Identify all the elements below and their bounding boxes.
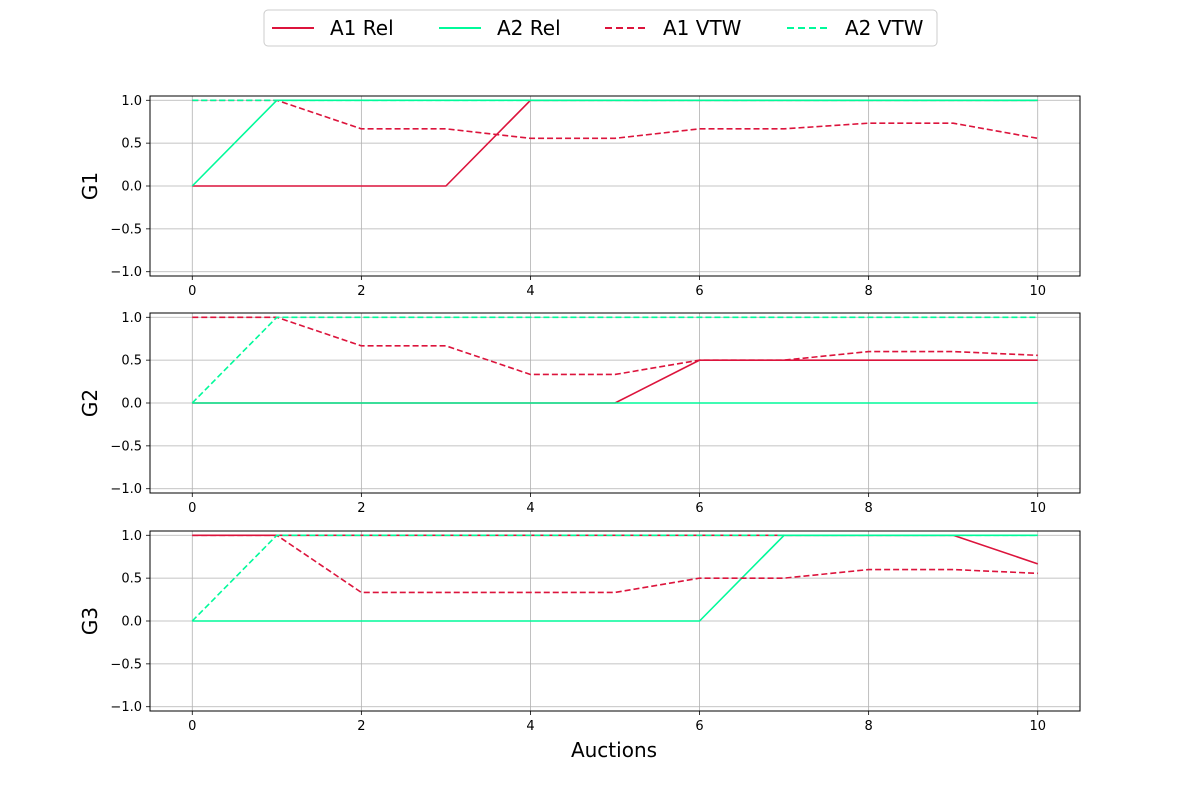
legend-label: A2 VTW [845,16,924,40]
x-axis-label: Auctions [571,738,657,762]
y-tick-label: 0.0 [121,397,142,412]
y-axis-label: G2 [78,389,102,417]
y-tick-label: 0.5 [121,572,142,587]
y-tick-label: −1.0 [110,482,142,497]
x-tick-label: 10 [1029,284,1046,299]
series-line-a2-vtw [191,316,1038,404]
x-tick-label: 4 [526,501,534,516]
legend: A1 Rel A2 Rel A1 VTW A2 VTW [263,9,938,47]
y-tick-label: 0.5 [121,354,142,369]
series-line-a1-vtw [192,534,1038,594]
y-tick-label: 0.5 [121,137,142,152]
y-tick-label: 1.0 [121,94,142,109]
subplots: 0 2 4 6 8 10 −1.0 −0.5 0.0 0.5 1.0 G1 0 2 4 6 8 10 −1.0 −0.… [78,94,1081,734]
x-tick-label: 0 [188,284,196,299]
y-axis-label: G1 [78,172,102,200]
legend-item-a2-vtw: A2 VTW [787,16,924,40]
subplot-g1: 0 2 4 6 8 10 −1.0 −0.5 0.0 0.5 1.0 G1 [78,94,1081,299]
x-tick-label: 10 [1029,719,1046,734]
x-tick-label: 2 [357,284,365,299]
x-tick-label: 2 [357,501,365,516]
y-tick-label: 0.0 [121,615,142,630]
subplot-g3: 0 2 4 6 8 10 −1.0 −0.5 0.0 0.5 1.0 G3 [78,529,1081,734]
series-line-a1-vtw [192,99,1038,140]
y-tick-label: 1.0 [121,311,142,326]
y-tick-label: −1.0 [110,700,142,715]
x-tick-label: 8 [864,501,872,516]
x-tick-label: 10 [1029,501,1046,516]
x-tick-label: 0 [188,501,196,516]
legend-box [263,9,938,47]
x-tick-label: 6 [695,719,703,734]
subplot-g2: 0 2 4 6 8 10 −1.0 −0.5 0.0 0.5 1.0 G2 [78,311,1081,516]
x-tick-label: 4 [526,719,534,734]
y-tick-label: 0.0 [121,180,142,195]
y-tick-label: −0.5 [110,222,142,237]
x-tick-label: 2 [357,719,365,734]
legend-label: A1 Rel [330,16,394,40]
x-tick-label: 8 [864,719,872,734]
x-tick-label: 6 [695,284,703,299]
x-tick-label: 8 [864,284,872,299]
y-tick-label: −1.0 [110,265,142,280]
x-tick-label: 4 [526,284,534,299]
y-tick-label: −0.5 [110,439,142,454]
legend-item-a1-rel: A1 Rel [272,16,394,40]
y-tick-label: −0.5 [110,657,142,672]
series-line-a2-vtw [191,534,1038,622]
y-tick-label: 1.0 [121,529,142,544]
series-line-a1-vtw [192,316,1038,376]
x-tick-label: 6 [695,501,703,516]
y-axis-label: G3 [78,607,102,635]
legend-label: A2 Rel [497,16,561,40]
x-tick-label: 0 [188,719,196,734]
legend-item-a1-vtw: A1 VTW [605,16,742,40]
legend-item-a2-rel: A2 Rel [439,16,561,40]
legend-label: A1 VTW [663,16,742,40]
